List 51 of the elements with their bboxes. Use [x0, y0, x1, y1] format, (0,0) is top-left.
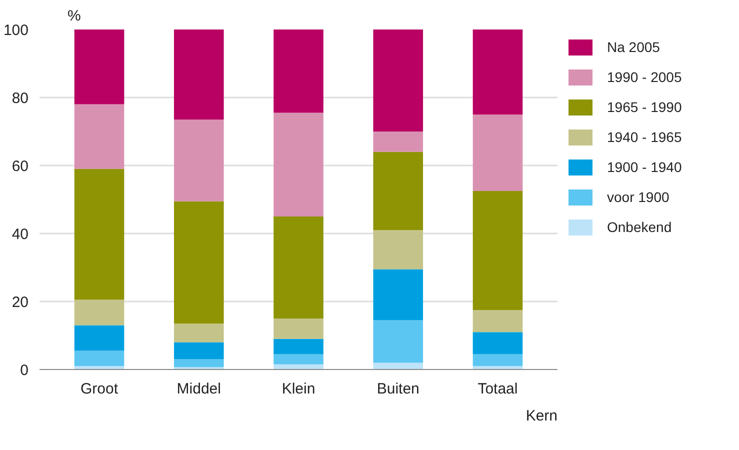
y-tick-label: 100: [3, 22, 29, 39]
bar: [373, 132, 424, 152]
bar: [274, 354, 324, 364]
bar: [174, 342, 224, 360]
bar: [472, 30, 523, 114]
legend-label: voor 1900: [607, 189, 670, 205]
bar: [274, 30, 324, 113]
bar: [472, 191, 523, 310]
bar: [472, 332, 523, 354]
x-tick-label: Buiten: [376, 380, 420, 398]
x-tick-label: Klein: [282, 380, 316, 398]
bar: [274, 112, 324, 216]
bar: [472, 354, 523, 366]
bar: [174, 120, 224, 202]
x-tick-label: Middel: [176, 380, 221, 398]
legend-label: 1900 - 1940: [607, 159, 682, 175]
bar: [373, 362, 424, 370]
bar: [174, 359, 224, 368]
legend-label: 1990 - 2005: [607, 69, 682, 85]
bar: [373, 269, 424, 320]
legend-label: 1940 - 1965: [607, 129, 682, 145]
bar: [274, 216, 324, 318]
bar: [373, 30, 424, 132]
bar: [373, 152, 424, 230]
x-axis-title: Kern: [526, 408, 558, 424]
bar: [74, 30, 124, 104]
bar: [472, 310, 523, 332]
bar: [174, 30, 224, 120]
y-tick-label: 80: [12, 90, 29, 107]
y-tick-label: 20: [12, 294, 29, 311]
bar: [74, 325, 124, 351]
bar: [74, 350, 124, 366]
bar: [274, 318, 324, 339]
legend-label: Na 2005: [607, 39, 660, 55]
legend-label: Onbekend: [607, 219, 672, 235]
legend-label: 1965 - 1990: [607, 99, 682, 115]
x-tick-label: Totaal: [478, 380, 518, 398]
bar: [174, 324, 224, 342]
bar: [274, 338, 324, 354]
y-tick-label: 0: [20, 362, 28, 379]
y-tick-label: 40: [12, 226, 29, 243]
bar: [74, 104, 124, 169]
bar: [373, 320, 424, 363]
y-axis-title: %: [68, 8, 81, 24]
bar: [373, 230, 424, 270]
y-tick-label: 60: [12, 158, 29, 175]
bar: [174, 201, 224, 324]
bar: [74, 168, 124, 300]
bar: [472, 114, 523, 191]
bar: [74, 300, 124, 326]
x-tick-label: Groot: [80, 380, 119, 398]
